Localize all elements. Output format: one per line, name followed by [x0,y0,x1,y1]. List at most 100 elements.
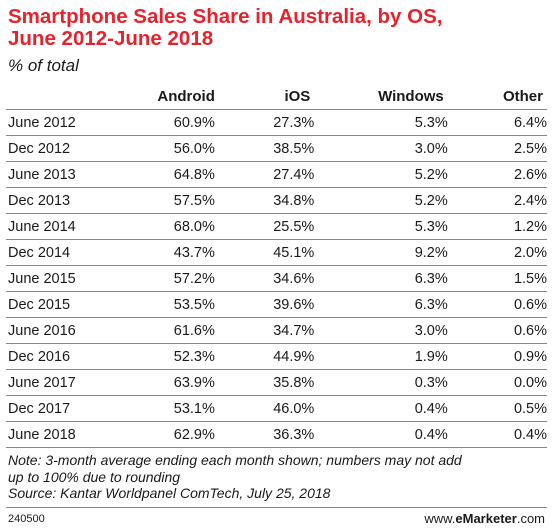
cell-android: 61.6% [127,317,221,344]
table-row: June 2014 68.0% 25.5% 5.3% 1.2% [6,213,547,240]
brand-prefix: www. [424,511,456,526]
cell-other: 1.5% [447,265,547,292]
cell-windows: 0.4% [314,395,448,422]
cell-ios: 36.3% [220,421,315,448]
cell-android: 68.0% [127,213,221,240]
cell-android: 53.5% [127,291,221,318]
column-header-ios: iOS [220,84,315,110]
cell-other: 0.6% [447,317,547,344]
chart-title-line-1: Smartphone Sales Share in Australia, by … [8,5,443,28]
chart-title: Smartphone Sales Share in Australia, by … [8,6,548,50]
data-table: Android iOS Windows Other June 2012 60.9%… [6,84,547,448]
table-row: June 2018 62.9% 36.3% 0.4% 0.4% [6,421,547,448]
cell-android: 60.9% [127,109,221,136]
row-label: Dec 2014 [6,239,128,266]
cell-android: 57.5% [127,187,221,214]
note-line-2: up to 100% due to rounding [8,468,181,485]
brand-name: eMarketer [455,511,517,526]
table-row: Dec 2017 53.1% 46.0% 0.4% 0.5% [6,395,547,422]
cell-windows: 5.3% [314,213,448,240]
note-line-1: Note: 3-month average ending each month … [8,452,462,468]
row-label: June 2014 [6,213,128,240]
cell-ios: 45.1% [220,239,315,266]
brand-url: www.eMarketer.com [424,511,545,526]
cell-other: 0.0% [447,369,547,396]
cell-other: 0.4% [447,421,547,448]
cell-windows: 9.2% [314,239,448,266]
table-row: June 2016 61.6% 34.7% 3.0% 0.6% [6,317,547,344]
column-header-android: Android [127,84,221,110]
footer-divider [6,507,547,508]
column-header-other: Other [447,84,547,110]
row-label: Dec 2016 [6,343,128,370]
table-row: June 2012 60.9% 27.3% 5.3% 6.4% [6,109,547,136]
cell-ios: 27.3% [220,109,315,136]
cell-ios: 35.8% [220,369,315,396]
cell-android: 64.8% [127,161,221,188]
cell-ios: 44.9% [220,343,315,370]
chart-subtitle: % of total [8,56,79,75]
row-label: Dec 2015 [6,291,128,318]
table-header-row: Android iOS Windows Other [6,84,547,110]
cell-ios: 38.5% [220,135,315,162]
table-row: Dec 2014 43.7% 45.1% 9.2% 2.0% [6,239,547,266]
row-label: Dec 2017 [6,395,128,422]
cell-android: 52.3% [127,343,221,370]
cell-other: 1.2% [447,213,547,240]
table-row: June 2017 63.9% 35.8% 0.3% 0.0% [6,369,547,396]
table-row: Dec 2015 53.5% 39.6% 6.3% 0.6% [6,291,547,318]
cell-windows: 6.3% [314,265,448,292]
cell-windows: 3.0% [314,135,448,162]
cell-ios: 39.6% [220,291,315,318]
cell-other: 2.0% [447,239,547,266]
cell-android: 62.9% [127,421,221,448]
cell-windows: 6.3% [314,291,448,318]
cell-other: 2.6% [447,161,547,188]
cell-ios: 34.7% [220,317,315,344]
cell-other: 2.4% [447,187,547,214]
brand-suffix: .com [516,511,545,526]
cell-ios: 34.6% [220,265,315,292]
cell-windows: 0.4% [314,421,448,448]
cell-windows: 3.0% [314,317,448,344]
row-label: Dec 2012 [6,135,128,162]
table-row: Dec 2016 52.3% 44.9% 1.9% 0.9% [6,343,547,370]
cell-android: 43.7% [127,239,221,266]
cell-ios: 27.4% [220,161,315,188]
cell-ios: 46.0% [220,395,315,422]
cell-android: 53.1% [127,395,221,422]
row-label: June 2016 [6,317,128,344]
table-row: June 2013 64.8% 27.4% 5.2% 2.6% [6,161,547,188]
cell-windows: 5.2% [314,161,448,188]
cell-windows: 0.3% [314,369,448,396]
chart-id: 240500 [8,513,45,525]
cell-ios: 34.8% [220,187,315,214]
cell-ios: 25.5% [220,213,315,240]
cell-other: 0.5% [447,395,547,422]
chart-title-line-2: June 2012-June 2018 [8,27,214,50]
cell-other: 0.6% [447,291,547,318]
source-line: Source: Kantar Worldpanel ComTech, July … [8,485,331,501]
row-label: June 2013 [6,161,128,188]
table-body: June 2012 60.9% 27.3% 5.3% 6.4% Dec 2012 56.0%… [6,109,547,448]
column-header-blank [6,84,128,110]
cell-windows: 5.2% [314,187,448,214]
cell-android: 63.9% [127,369,221,396]
cell-windows: 1.9% [314,343,448,370]
cell-android: 57.2% [127,265,221,292]
row-label: June 2017 [6,369,128,396]
table-row: Dec 2012 56.0% 38.5% 3.0% 2.5% [6,135,547,162]
cell-android: 56.0% [127,135,221,162]
table-row: June 2015 57.2% 34.6% 6.3% 1.5% [6,265,547,292]
column-header-windows: Windows [314,84,448,110]
row-label: June 2018 [6,421,128,448]
cell-other: 2.5% [447,135,547,162]
row-label: June 2015 [6,265,128,292]
cell-other: 6.4% [447,109,547,136]
cell-other: 0.9% [447,343,547,370]
cell-windows: 5.3% [314,109,448,136]
table-row: Dec 2013 57.5% 34.8% 5.2% 2.4% [6,187,547,214]
row-label: Dec 2013 [6,187,128,214]
chart-note: Note: 3-month average ending each month … [8,452,538,502]
